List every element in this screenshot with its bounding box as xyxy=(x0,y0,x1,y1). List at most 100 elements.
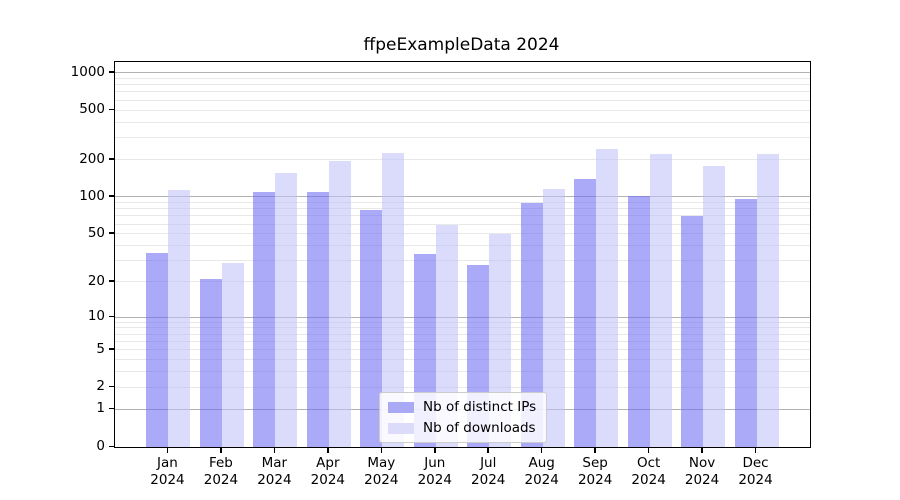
gridline-4 xyxy=(115,359,810,361)
gridline-60 xyxy=(115,223,810,225)
x-tick-year: 2024 xyxy=(257,472,292,488)
x-tick-year: 2024 xyxy=(577,472,613,488)
bar-downloads-mar xyxy=(275,173,298,447)
y-tick-mark-0 xyxy=(109,445,114,447)
x-tick-label-jul: Jul 2024 xyxy=(453,455,523,489)
y-tick-label-10: 10 xyxy=(87,308,105,325)
x-tick-label-apr: Apr 2024 xyxy=(293,455,363,489)
gridline-2 xyxy=(115,386,810,388)
x-tick-month: Oct xyxy=(636,455,661,471)
bar-distinct-ips-oct xyxy=(627,196,650,447)
gridline-200 xyxy=(115,159,810,161)
bar-downloads-dec xyxy=(756,153,779,447)
bar-downloads-oct xyxy=(649,154,672,447)
y-tick-mark-1000 xyxy=(109,71,114,73)
y-tick-label-100: 100 xyxy=(79,187,105,204)
x-tick-label-oct: Oct 2024 xyxy=(614,455,684,489)
bar-distinct-ips-may xyxy=(360,209,383,447)
y-tick-label-0: 0 xyxy=(96,438,105,454)
x-tick-year: 2024 xyxy=(364,472,399,488)
x-tick-year: 2024 xyxy=(631,472,666,488)
x-tick-mark-jul xyxy=(487,447,489,453)
x-tick-month: Jan xyxy=(157,455,178,471)
x-tick-month: Sep xyxy=(582,455,608,471)
gridline-30 xyxy=(115,260,810,262)
gridline-900 xyxy=(115,77,810,79)
y-tick-mark-500 xyxy=(109,108,114,111)
legend-label-distinct-ips: Nb of distinct IPs xyxy=(423,399,537,415)
x-tick-year: 2024 xyxy=(417,472,452,488)
x-tick-label-mar: Mar 2024 xyxy=(239,455,309,489)
bar-downloads-jun xyxy=(435,225,458,447)
x-tick-month: Jul xyxy=(480,455,497,471)
legend-swatch-distinct-ips-icon xyxy=(388,401,414,413)
y-tick-mark-50 xyxy=(109,232,114,234)
gridline-800 xyxy=(115,84,810,86)
x-tick-mark-may xyxy=(380,447,383,453)
x-tick-mark-sep xyxy=(594,447,596,453)
x-tick-year: 2024 xyxy=(684,472,720,488)
gridline-70 xyxy=(115,215,810,217)
gridline-10 xyxy=(115,316,810,318)
y-tick-label-200: 200 xyxy=(79,150,105,167)
x-tick-month: May xyxy=(367,455,396,471)
bar-distinct-ips-mar xyxy=(253,191,276,447)
x-tick-label-jan: Jan 2024 xyxy=(132,455,202,489)
legend-label-downloads: Nb of downloads xyxy=(423,420,536,436)
bar-distinct-ips-dec xyxy=(734,198,757,447)
y-tick-label-1: 1 xyxy=(96,400,105,417)
gridline-8 xyxy=(115,327,810,329)
y-tick-mark-2 xyxy=(109,385,114,388)
chart-title: ffpeExampleData 2024 xyxy=(363,35,560,55)
x-tick-mark-jan xyxy=(166,447,169,453)
x-tick-month: Feb xyxy=(208,455,233,471)
x-tick-month: Mar xyxy=(261,455,288,471)
y-tick-mark-10 xyxy=(109,315,114,318)
gridline-80 xyxy=(115,208,810,210)
gridline-400 xyxy=(115,121,810,123)
legend-item-distinct-ips: Nb of distinct IPs xyxy=(388,399,536,415)
gridline-40 xyxy=(115,245,810,247)
bar-distinct-ips-sep xyxy=(574,178,597,447)
x-tick-mark-aug xyxy=(540,447,543,453)
gridline-500 xyxy=(115,109,810,111)
y-tick-label-50: 50 xyxy=(87,224,105,241)
x-tick-mark-oct xyxy=(647,447,650,453)
x-tick-label-aug: Aug 2024 xyxy=(507,455,577,489)
gridline-700 xyxy=(115,91,810,93)
plot-area: Nb of distinct IPs Nb of downloads xyxy=(114,61,811,448)
x-tick-year: 2024 xyxy=(471,472,506,488)
gridline-50 xyxy=(115,233,810,235)
x-tick-year: 2024 xyxy=(524,472,559,488)
y-tick-label-500: 500 xyxy=(79,101,105,118)
bar-distinct-ips-nov xyxy=(681,215,704,447)
gridline-7 xyxy=(115,333,810,335)
x-tick-mark-apr xyxy=(327,447,329,453)
gridline-90 xyxy=(115,202,810,203)
y-tick-mark-20 xyxy=(109,280,114,282)
x-tick-month: Nov xyxy=(688,455,716,471)
x-tick-label-feb: Feb 2024 xyxy=(186,455,256,489)
bar-downloads-apr xyxy=(328,160,351,447)
bar-distinct-ips-aug xyxy=(520,202,543,447)
x-tick-year: 2024 xyxy=(150,472,185,488)
legend: Nb of distinct IPs Nb of downloads xyxy=(379,392,548,443)
gridline-300 xyxy=(115,137,810,139)
y-tick-label-5: 5 xyxy=(96,340,105,357)
x-tick-mark-jun xyxy=(434,447,436,453)
y-tick-mark-1 xyxy=(109,407,114,410)
y-tick-label-20: 20 xyxy=(87,272,105,289)
x-tick-mark-nov xyxy=(701,447,703,453)
legend-swatch-downloads-icon xyxy=(388,422,414,434)
x-tick-year: 2024 xyxy=(310,472,346,488)
x-tick-label-sep: Sep 2024 xyxy=(560,455,630,489)
gridline-5 xyxy=(115,349,810,351)
gridline-100 xyxy=(115,196,810,198)
gridline-9 xyxy=(115,321,810,323)
bar-distinct-ips-apr xyxy=(306,191,329,447)
x-tick-month: Jun xyxy=(424,455,446,471)
x-tick-month: Aug xyxy=(528,455,555,471)
y-tick-mark-200 xyxy=(109,158,114,160)
gridline-600 xyxy=(115,99,810,101)
